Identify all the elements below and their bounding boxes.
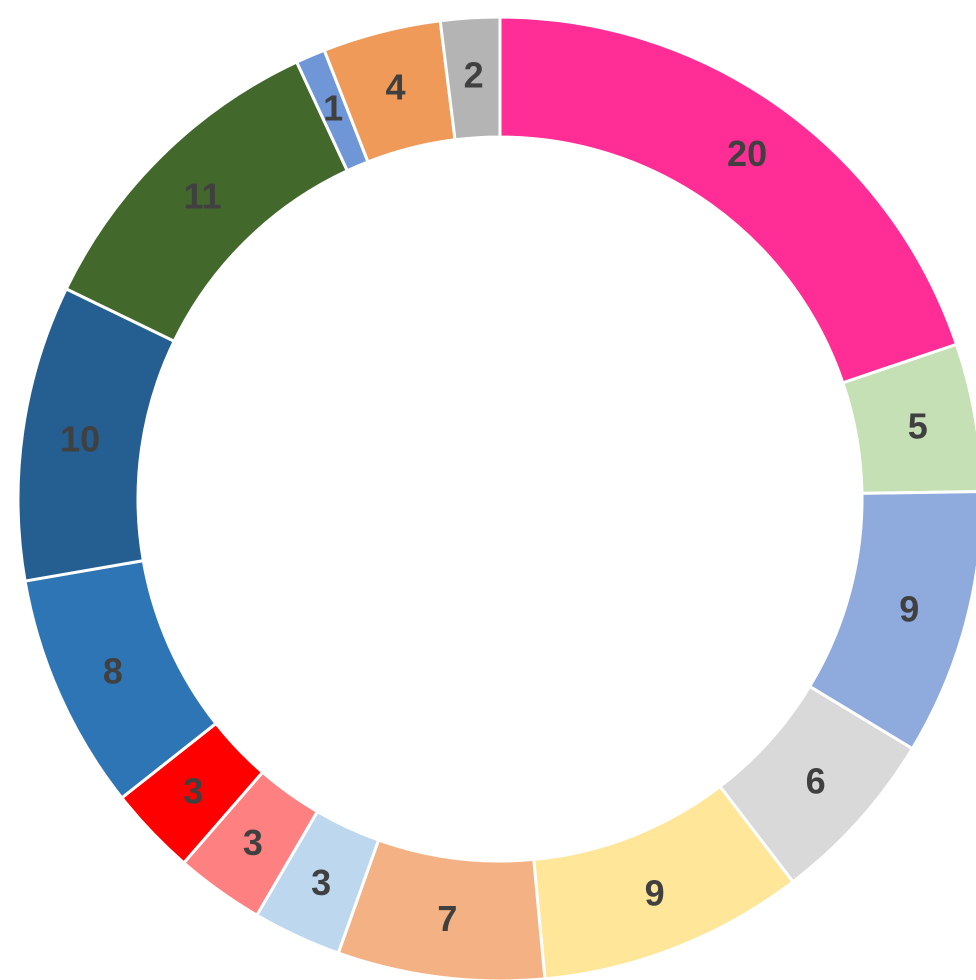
- data-label: 20: [727, 133, 767, 174]
- data-label: 10: [60, 418, 100, 459]
- data-label: 3: [183, 770, 203, 811]
- data-label: 11: [183, 175, 221, 216]
- data-label: 3: [311, 862, 331, 903]
- data-label: 7: [437, 898, 457, 939]
- segment: [498, 15, 959, 385]
- data-label: 9: [899, 588, 919, 629]
- segment: [438, 15, 502, 142]
- data-label: 3: [243, 822, 263, 863]
- data-label: 6: [806, 761, 826, 802]
- data-label: 2: [464, 54, 484, 95]
- data-label: 9: [645, 872, 665, 913]
- data-label: 5: [908, 405, 928, 446]
- data-label: 8: [103, 650, 123, 691]
- data-label: 4: [386, 67, 406, 108]
- data-label: 1: [323, 88, 343, 129]
